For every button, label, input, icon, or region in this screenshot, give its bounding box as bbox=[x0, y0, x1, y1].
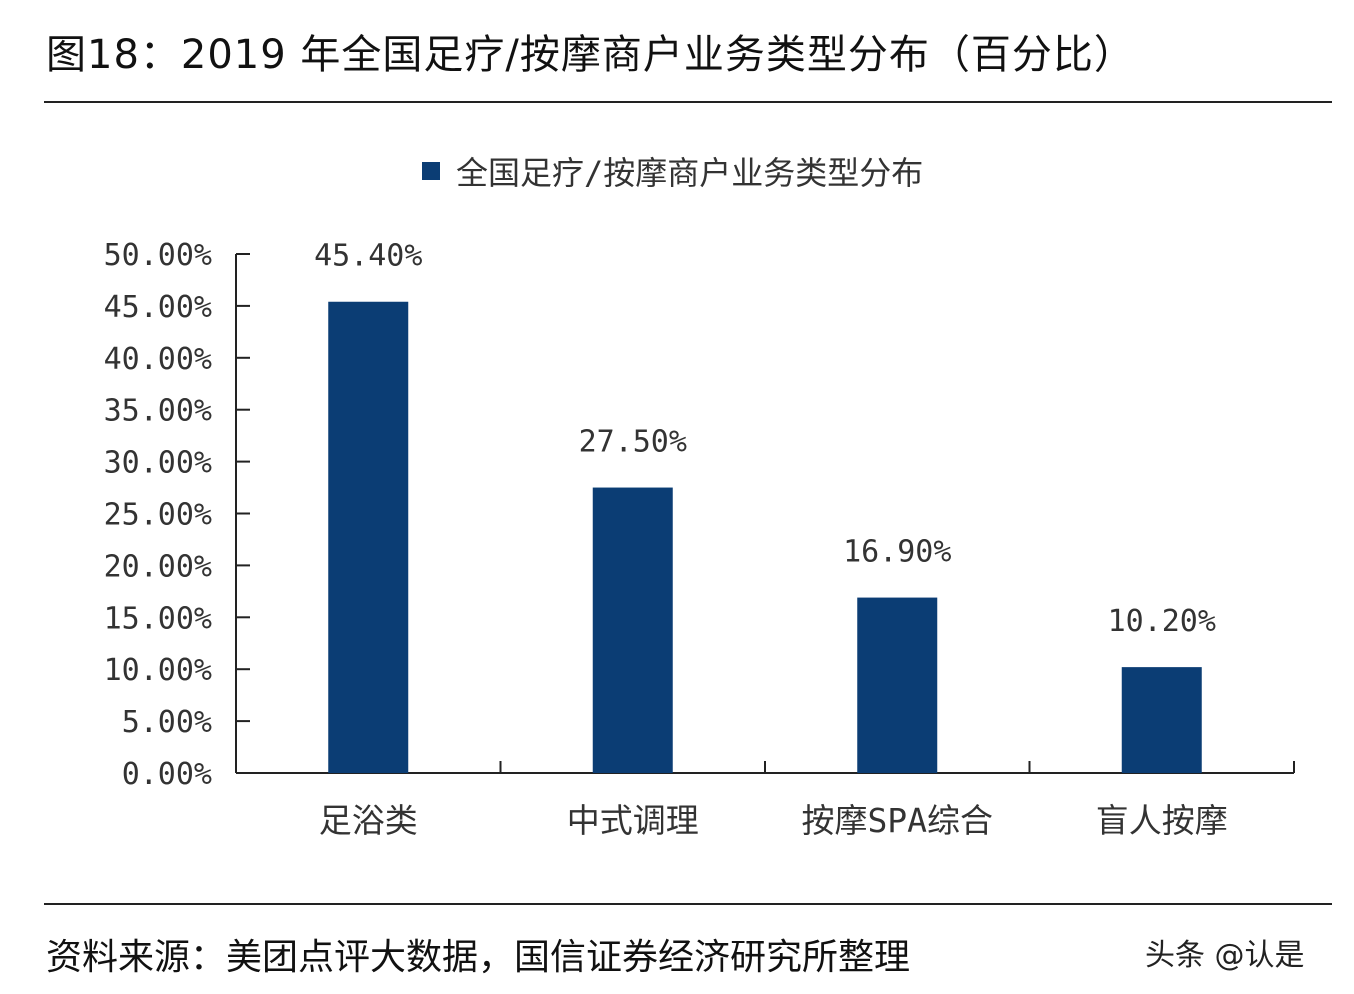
bar bbox=[1121, 667, 1202, 773]
watermark: 头条 @认是 bbox=[1145, 938, 1305, 973]
title-divider bbox=[44, 101, 1332, 103]
y-tick-label: 50.00% bbox=[104, 238, 212, 273]
y-tick-label: 5.00% bbox=[122, 705, 212, 740]
data-label: 10.20% bbox=[1108, 604, 1216, 639]
y-tick-label: 35.00% bbox=[104, 394, 212, 429]
y-tick-label: 15.00% bbox=[104, 601, 212, 636]
figure-title: 图18：2019 年全国足疗/按摩商户业务类型分布（百分比） bbox=[46, 32, 1135, 78]
x-tick-label: 足浴类 bbox=[319, 801, 418, 840]
y-tick-label: 10.00% bbox=[104, 653, 212, 688]
bar bbox=[592, 487, 673, 773]
data-label: 16.90% bbox=[843, 535, 951, 570]
data-label: 45.40% bbox=[314, 239, 422, 274]
y-tick-label: 0.00% bbox=[122, 757, 212, 792]
y-tick-label: 25.00% bbox=[104, 498, 212, 533]
source-divider bbox=[44, 903, 1332, 905]
x-tick-label: 盲人按摩 bbox=[1096, 801, 1228, 840]
bar bbox=[857, 597, 938, 773]
legend-label: 全国足疗/按摩商户业务类型分布 bbox=[456, 154, 923, 192]
x-tick-label: 中式调理 bbox=[567, 801, 699, 840]
x-tick-label: 按摩SPA综合 bbox=[801, 801, 993, 840]
bar bbox=[328, 301, 409, 773]
legend-swatch bbox=[422, 162, 440, 180]
y-tick-label: 45.00% bbox=[104, 290, 212, 325]
source-note: 资料来源：美团点评大数据，国信证券经济研究所整理 bbox=[46, 937, 911, 978]
data-label: 27.50% bbox=[579, 425, 687, 460]
y-tick-label: 30.00% bbox=[104, 446, 212, 481]
y-tick-label: 20.00% bbox=[104, 549, 212, 584]
y-tick-label: 40.00% bbox=[104, 342, 212, 377]
